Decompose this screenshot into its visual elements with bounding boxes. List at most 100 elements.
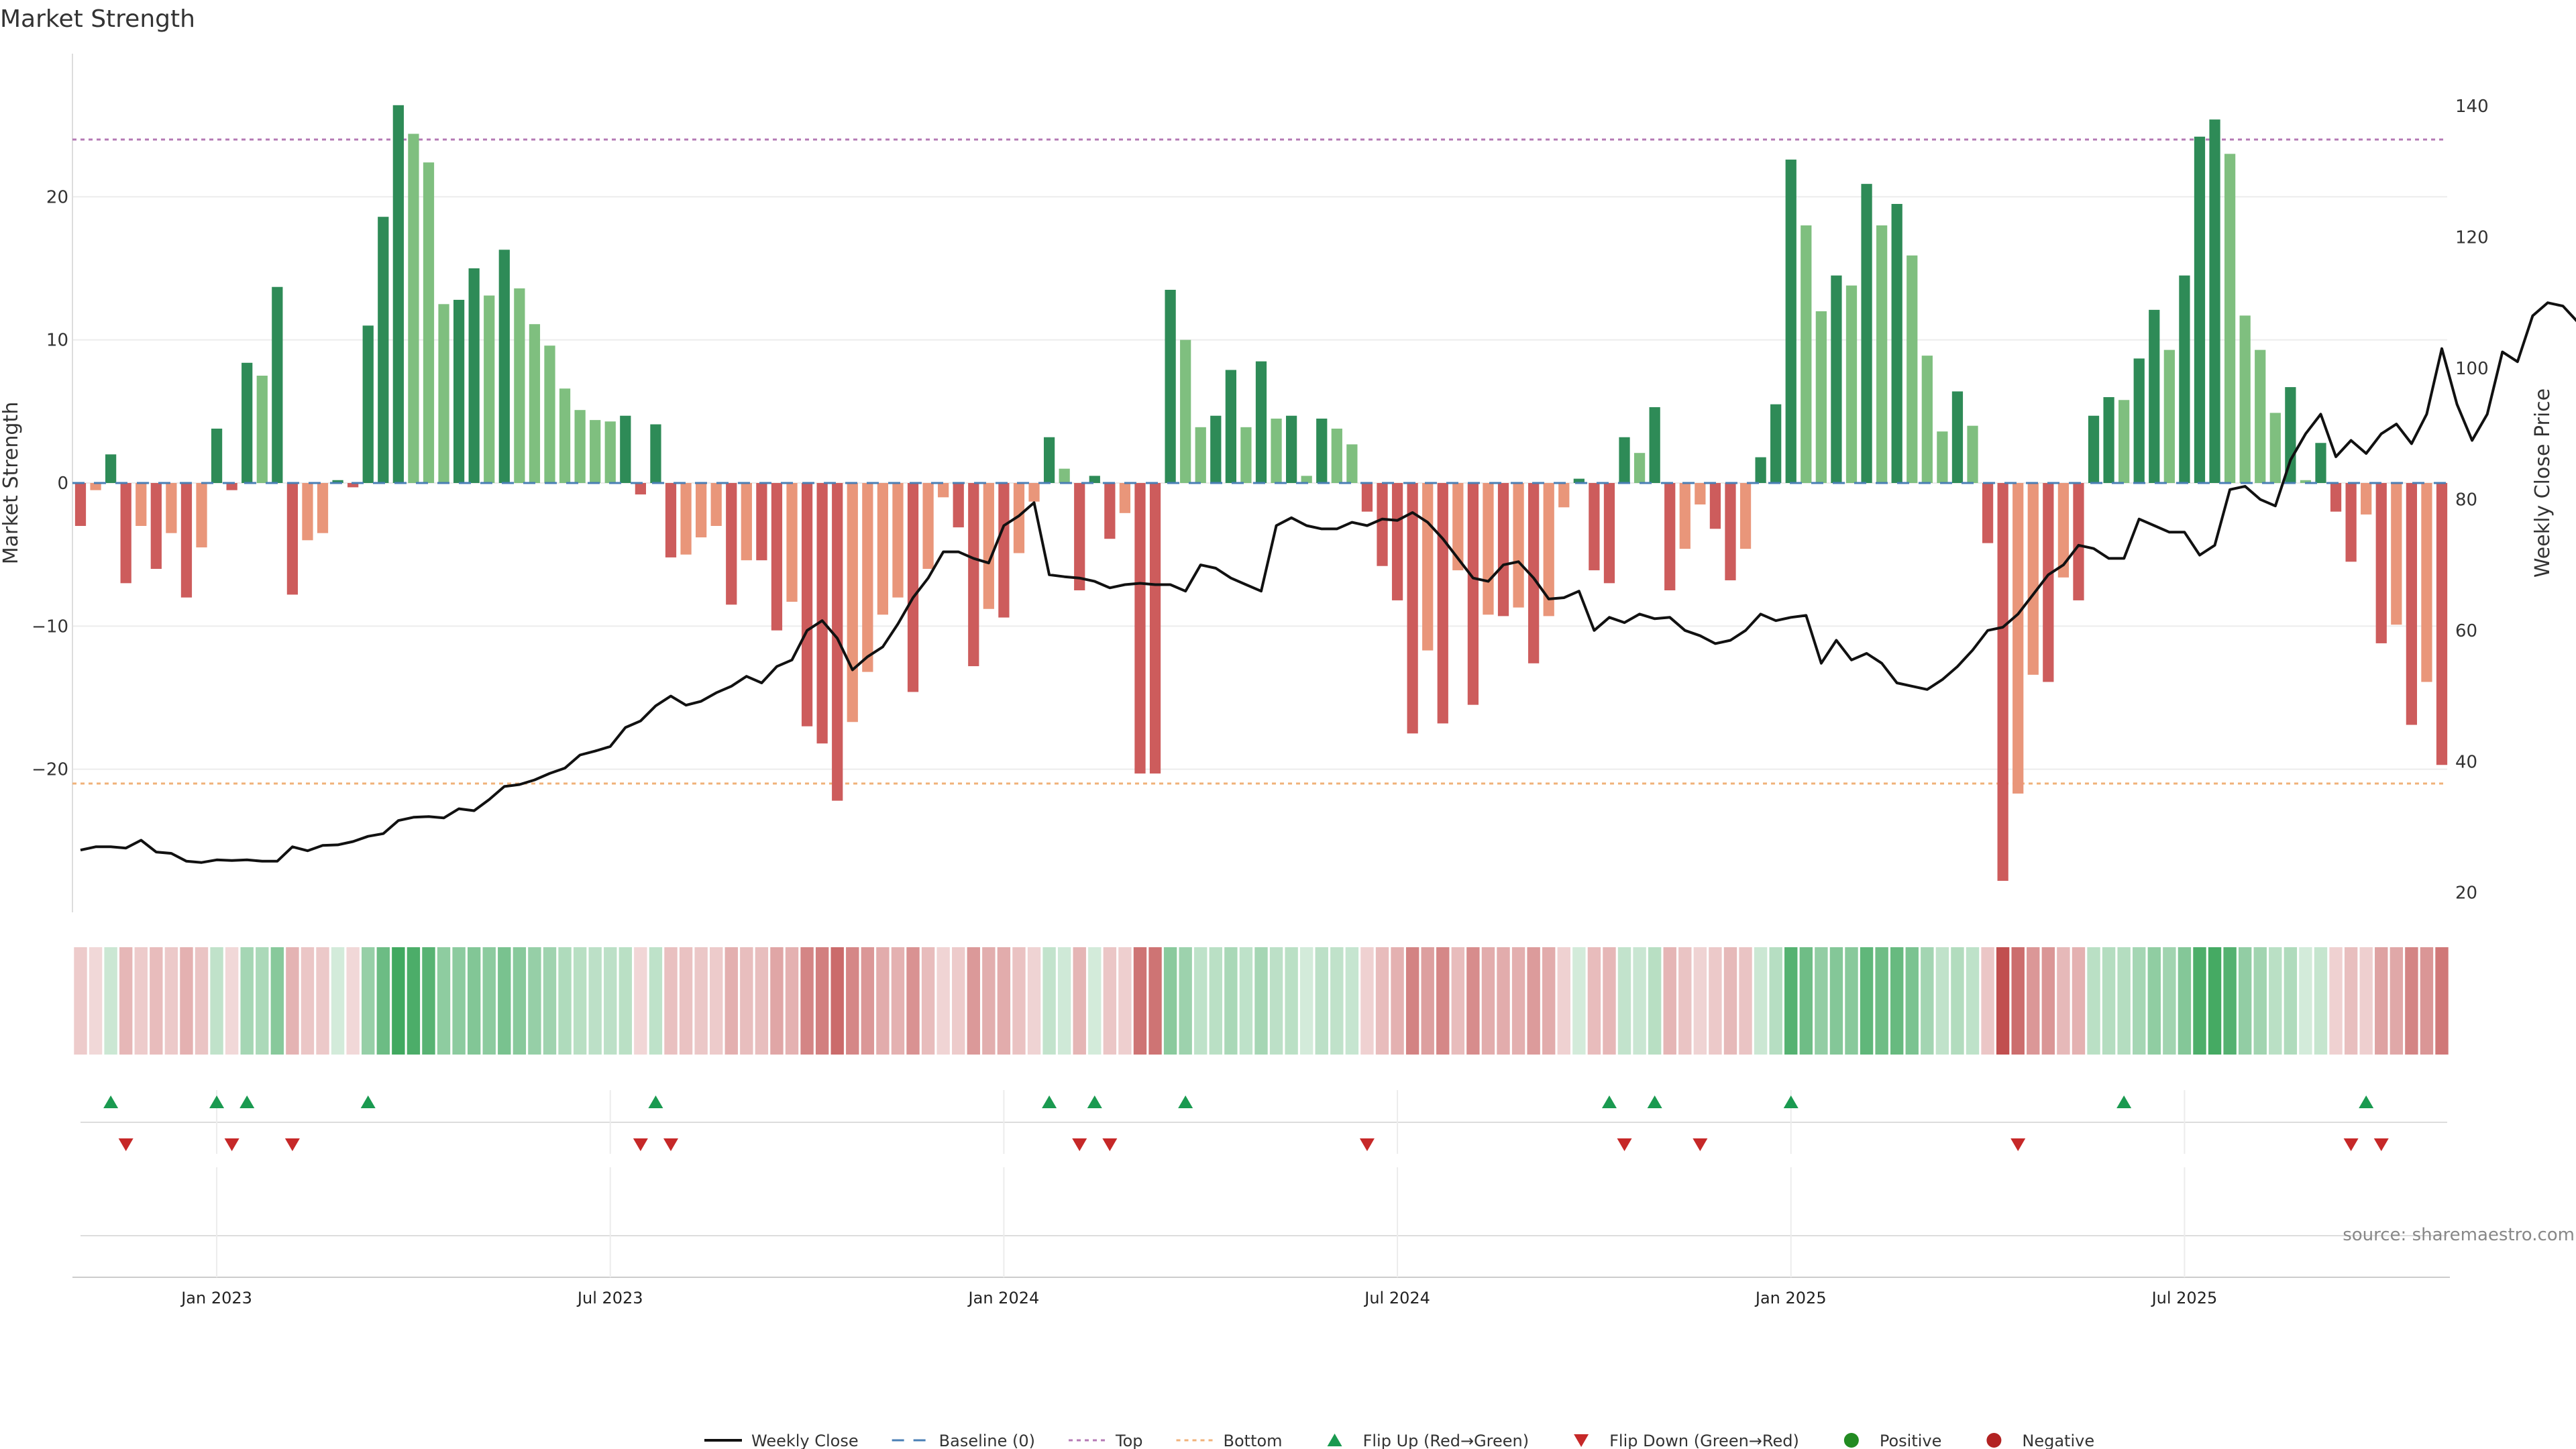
- strength-bar: [968, 483, 979, 667]
- heat-cell: [2057, 947, 2070, 1055]
- strength-bar: [1271, 419, 1282, 483]
- heat-cell: [785, 947, 799, 1055]
- heat-cell: [2329, 947, 2343, 1055]
- legend-label: Baseline (0): [939, 1432, 1035, 1449]
- heat-cell: [2299, 947, 2312, 1055]
- heat-cell: [1103, 947, 1117, 1055]
- strength-bar: [2194, 136, 2206, 483]
- heat-cell: [1572, 947, 1586, 1055]
- strength-bar: [1649, 407, 1660, 483]
- heat-cell: [1254, 947, 1268, 1055]
- heat-cell: [164, 947, 178, 1055]
- heat-cell: [2087, 947, 2100, 1055]
- strength-bar: [1407, 483, 1418, 734]
- strength-bar: [665, 483, 677, 557]
- heat-cell: [709, 947, 723, 1055]
- strength-bar: [2118, 400, 2130, 483]
- right-y-tick-label: 140: [2455, 97, 2489, 117]
- flip-marker-panel: [80, 1090, 2447, 1236]
- heat-cell: [1330, 947, 1344, 1055]
- flip-down-marker: [2010, 1138, 2026, 1151]
- heat-cell: [2102, 947, 2116, 1055]
- strength-bar: [90, 483, 101, 490]
- strength-bar: [317, 483, 329, 533]
- heat-cell: [346, 947, 360, 1055]
- heat-cell: [1678, 947, 1692, 1055]
- date-axis: Jan 2023 Jul 2023 Jan 2024 Jul 2024 Jan 2025…: [72, 1167, 2450, 1307]
- source-credit: source: sharemaestro.com: [2343, 1225, 2575, 1245]
- right-y-tick-label: 80: [2455, 490, 2477, 510]
- heat-cell: [528, 947, 541, 1055]
- strength-bar: [1695, 483, 1706, 504]
- strength-bar: [2027, 483, 2039, 675]
- strength-bar: [256, 376, 268, 483]
- strength-bar: [498, 250, 510, 483]
- heat-cell: [467, 947, 481, 1055]
- heat-cell: [1360, 947, 1374, 1055]
- strength-bar: [1165, 290, 1176, 483]
- strength-bar: [998, 483, 1010, 618]
- heat-cell: [331, 947, 345, 1055]
- strength-bar: [938, 483, 949, 498]
- strength-bar: [2043, 483, 2054, 682]
- strength-bar: [862, 483, 873, 672]
- heat-cell: [1587, 947, 1601, 1055]
- strength-bar: [105, 454, 117, 483]
- strength-bar: [211, 428, 223, 483]
- flip-up-marker: [1647, 1095, 1662, 1108]
- heat-cell: [2072, 947, 2086, 1055]
- heat-cell: [1315, 947, 1328, 1055]
- heat-cell: [225, 947, 239, 1055]
- heat-cell: [2238, 947, 2252, 1055]
- heat-cell: [2011, 947, 2025, 1055]
- strength-bar: [2012, 483, 2024, 794]
- strength-bar: [1391, 483, 1403, 600]
- strength-bar: [1876, 225, 1888, 483]
- strength-bar: [726, 483, 737, 605]
- heat-cell: [2314, 947, 2328, 1055]
- strength-bar: [2255, 350, 2266, 483]
- heat-cell: [543, 947, 557, 1055]
- heat-cell: [407, 947, 421, 1055]
- heat-cell: [921, 947, 935, 1055]
- heat-cell: [982, 947, 996, 1055]
- strength-bar: [2269, 413, 2281, 483]
- heat-cell: [1799, 947, 1813, 1055]
- heat-cell: [2284, 947, 2298, 1055]
- heat-cell: [2193, 947, 2206, 1055]
- heat-cell: [1239, 947, 1253, 1055]
- heat-cell: [1466, 947, 1480, 1055]
- strength-bar: [1951, 391, 1964, 483]
- strength-bar: [2436, 483, 2448, 765]
- heat-cell: [876, 947, 890, 1055]
- legend-label: Top: [1115, 1432, 1143, 1449]
- strength-bar: [801, 483, 813, 727]
- left-y-tick-label: 0: [57, 474, 68, 494]
- strength-bar: [1089, 476, 1100, 483]
- heat-cell: [1829, 947, 1843, 1055]
- heat-cell: [1527, 947, 1540, 1055]
- strength-bar: [1134, 483, 1146, 774]
- strength-bar: [120, 483, 131, 584]
- heat-cell: [830, 947, 844, 1055]
- strength-bar: [1921, 356, 1933, 483]
- strength-bar: [1679, 483, 1690, 549]
- left-y-tick-label: 20: [46, 187, 68, 207]
- heat-cell: [1769, 947, 1782, 1055]
- heat-cell: [376, 947, 390, 1055]
- heat-cell: [2027, 947, 2040, 1055]
- flip-down-marker: [2373, 1138, 2389, 1151]
- strength-bar: [1861, 184, 1872, 483]
- flip-up-marker: [239, 1095, 255, 1108]
- heat-cell: [1633, 947, 1646, 1055]
- heat-cell: [558, 947, 572, 1055]
- heat-cell: [2375, 947, 2388, 1055]
- date-tick-label: Jul 2025: [2151, 1289, 2218, 1307]
- strength-bar: [241, 362, 253, 483]
- heat-cell: [694, 947, 708, 1055]
- strength-bar: [286, 483, 299, 595]
- strength-bar: [604, 421, 616, 483]
- heat-cell: [846, 947, 859, 1055]
- strength-bar: [1755, 457, 1766, 483]
